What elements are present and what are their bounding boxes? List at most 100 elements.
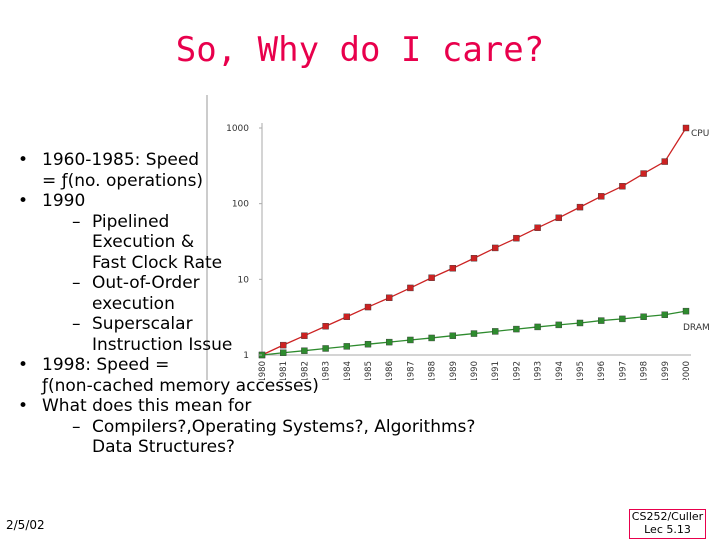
sub-bullet-text: Superscalar bbox=[92, 314, 193, 334]
x-tick-label: 1992 bbox=[512, 361, 522, 380]
y-tick-labels: 1000 100 10 1 bbox=[226, 124, 262, 361]
dram-point bbox=[598, 317, 605, 324]
x-tick-label: 1987 bbox=[406, 361, 416, 380]
sub-bullet-text: Fast Clock Rate bbox=[92, 252, 223, 273]
cpu-point bbox=[407, 284, 414, 292]
x-tick-label: 1982 bbox=[300, 361, 310, 380]
dram-point bbox=[555, 321, 562, 329]
dram-point bbox=[301, 347, 308, 354]
sub-bullet-text: Execution & bbox=[92, 232, 195, 252]
sub-bullet-text: Pipelined bbox=[92, 211, 170, 232]
sub-bullet-item: – Pipelined Execution & Fast Clock Rate bbox=[18, 212, 718, 274]
dram-point bbox=[279, 349, 287, 356]
y-tick-label: 100 bbox=[232, 200, 249, 210]
cpu-point bbox=[470, 255, 478, 262]
cpu-point bbox=[640, 170, 647, 177]
bullet-dot: • bbox=[18, 150, 29, 170]
dram-point bbox=[492, 328, 499, 335]
x-tick-label: 1986 bbox=[385, 361, 395, 380]
dram-point bbox=[407, 336, 414, 344]
bullet-dot: • bbox=[18, 396, 29, 416]
x-tick-label: 1999 bbox=[661, 361, 671, 380]
dram-point bbox=[322, 345, 329, 352]
cpu-point bbox=[449, 265, 457, 272]
bullet-text: What does this mean for bbox=[42, 396, 252, 416]
bullet-text: 1990 bbox=[42, 191, 86, 211]
lecture-number: Lec 5.13 bbox=[644, 523, 691, 536]
dram-point bbox=[682, 307, 690, 315]
x-tick-label: 1983 bbox=[322, 361, 332, 380]
bullet-item: • What does this mean for bbox=[18, 396, 718, 417]
cpu-point bbox=[682, 124, 690, 132]
sub-bullet-dash: – bbox=[72, 273, 81, 293]
series-labels: CPU DRAM bbox=[683, 129, 710, 333]
bullet-item: • 1990 bbox=[18, 191, 718, 212]
dram-point bbox=[513, 325, 520, 333]
dram-point bbox=[470, 330, 478, 337]
x-tick-label: 1991 bbox=[491, 361, 501, 380]
x-tick-labels: 1980 1981 1982 1983 1984 1985 1986 1987 1988 1989… bbox=[258, 361, 692, 380]
sub-bullet-item: – Compilers?,Operating Systems?, Algorith… bbox=[18, 417, 718, 458]
dram-label: DRAM bbox=[683, 323, 710, 333]
cpu-point bbox=[513, 234, 520, 242]
x-tick-label: 1990 bbox=[470, 361, 480, 380]
dram-point bbox=[619, 315, 626, 323]
x-tick-label: 1997 bbox=[618, 361, 628, 380]
dram-series bbox=[258, 307, 690, 359]
bullet-dot: • bbox=[18, 355, 29, 375]
dram-point bbox=[640, 313, 647, 320]
chart-axes bbox=[261, 123, 691, 356]
dram-point bbox=[364, 340, 372, 348]
sub-bullet-text: Out-of-Order bbox=[92, 273, 200, 293]
slide-title: So, Why do I care? bbox=[175, 30, 545, 70]
x-tick-label: 1985 bbox=[364, 361, 374, 380]
bullet-text: = ƒ(no. operations) bbox=[42, 170, 204, 191]
dram-point bbox=[343, 343, 351, 350]
cpu-point bbox=[598, 193, 605, 200]
sub-bullet-dash: – bbox=[72, 416, 81, 437]
sub-bullet-item: – Superscalar Instruction Issue bbox=[18, 314, 718, 355]
x-tick-label: 1998 bbox=[640, 361, 650, 380]
dram-point bbox=[534, 323, 541, 331]
sub-bullet-text: Data Structures? bbox=[92, 437, 235, 457]
bullet-list: • 1960-1985: Speed = ƒ(no. operations) • 199… bbox=[18, 150, 718, 458]
x-tick-label: 1988 bbox=[428, 361, 438, 380]
cpu-point bbox=[619, 183, 626, 190]
bullet-dot: • bbox=[18, 191, 29, 211]
bullet-text: ƒ(non-cached memory accesses) bbox=[42, 375, 319, 396]
bullet-item: • 1998: Speed = ƒ(non-cached memory access… bbox=[18, 355, 718, 396]
y-tick-label: 1 bbox=[243, 351, 249, 361]
cpu-point bbox=[364, 303, 372, 311]
x-tick-label: 1993 bbox=[534, 361, 544, 380]
cpu-point bbox=[279, 341, 287, 349]
dram-point bbox=[449, 332, 457, 339]
sub-bullet-text: execution bbox=[92, 293, 175, 314]
cpu-point bbox=[301, 332, 308, 339]
x-tick-label: 1994 bbox=[555, 361, 565, 380]
y-tick-label: 1000 bbox=[226, 124, 249, 134]
cpu-series bbox=[258, 124, 690, 359]
sub-bullet-dash: – bbox=[72, 314, 81, 334]
sub-bullet-text: Compilers?,Operating Systems?, Algorithm… bbox=[92, 416, 476, 437]
dram-point bbox=[576, 319, 584, 327]
cpu-point bbox=[343, 313, 351, 320]
cpu-point bbox=[322, 323, 329, 330]
cpu-point bbox=[576, 203, 584, 211]
dram-point bbox=[385, 338, 393, 346]
x-tick-label: 2000 bbox=[682, 361, 692, 380]
bullet-text: 1960-1985: Speed bbox=[42, 150, 200, 170]
x-tick-label: 1980 bbox=[258, 361, 268, 380]
cpu-point bbox=[661, 158, 668, 165]
dram-point bbox=[661, 311, 668, 318]
sub-bullet-item: – Out-of-Order execution bbox=[18, 273, 718, 314]
x-tick-label: 1989 bbox=[449, 361, 459, 380]
cpu-point bbox=[385, 294, 393, 302]
sub-bullet-text: Instruction Issue bbox=[92, 334, 233, 355]
bullet-item: • 1960-1985: Speed = ƒ(no. operations) bbox=[18, 150, 718, 191]
dram-point bbox=[428, 334, 435, 342]
cpu-point bbox=[555, 214, 562, 222]
sub-bullet-dash: – bbox=[72, 211, 81, 232]
bullet-text: 1998: Speed = bbox=[42, 355, 170, 375]
slide-date: 2/5/02 bbox=[6, 518, 45, 532]
